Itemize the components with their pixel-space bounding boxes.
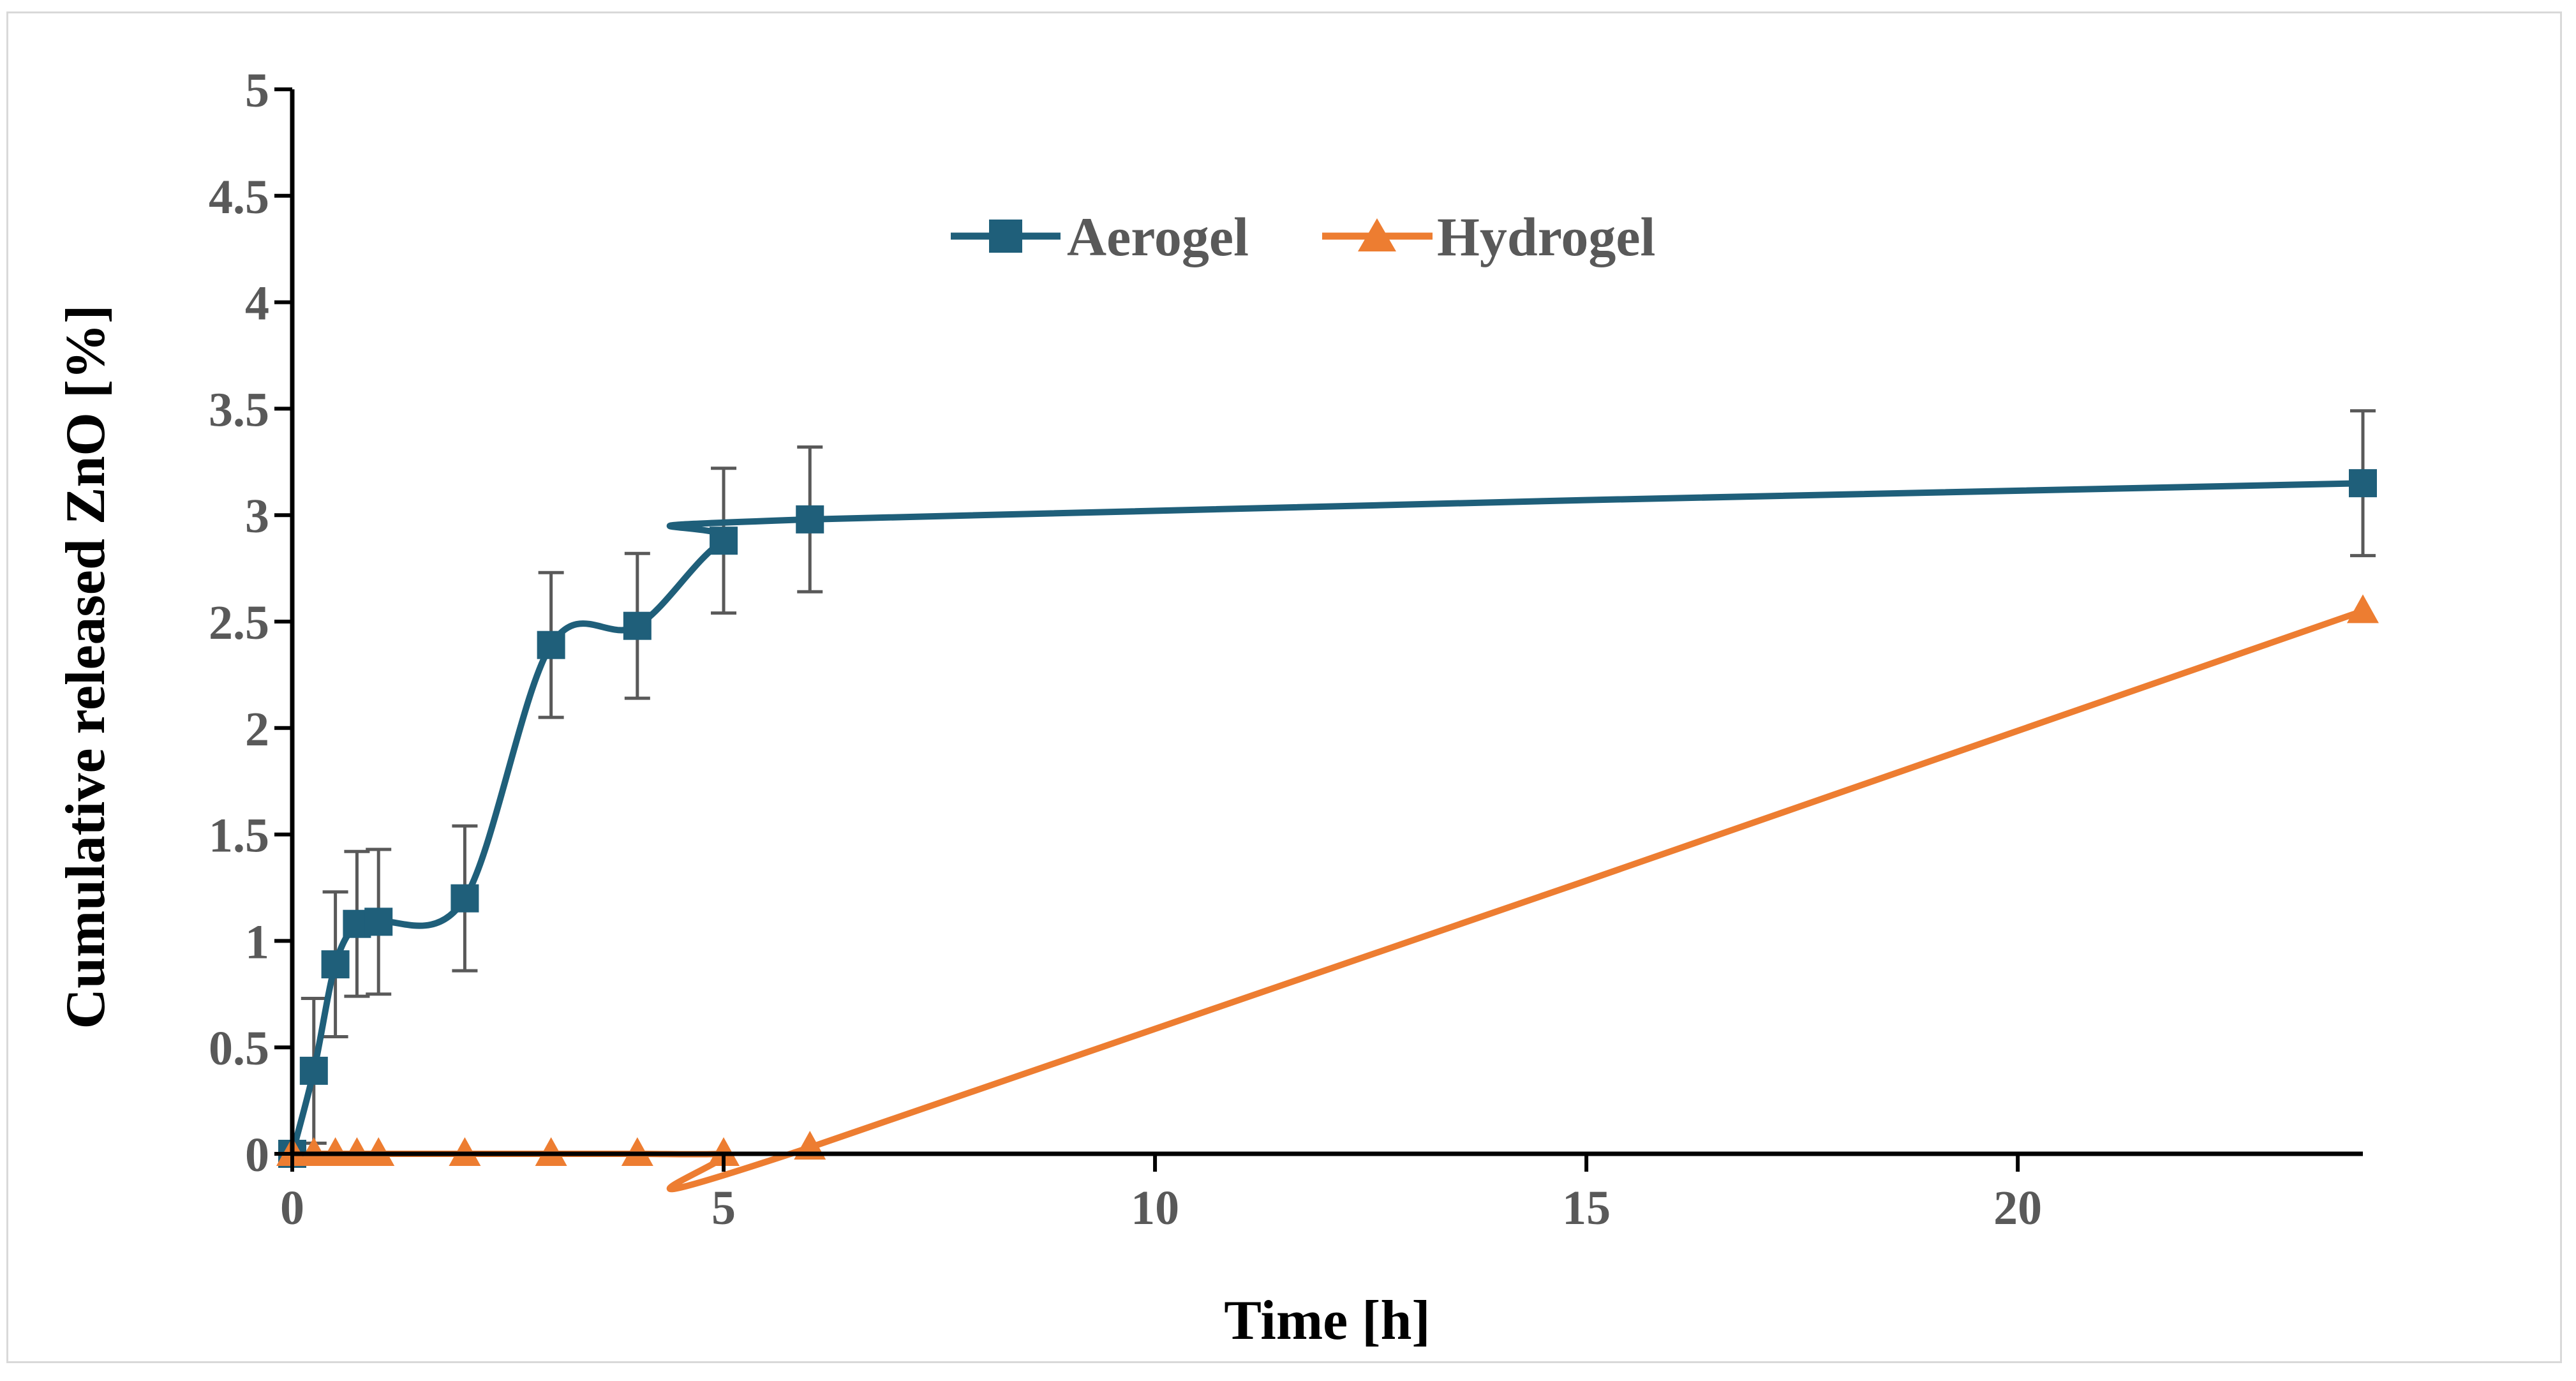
legend-label-aerogel: Aerogel	[1067, 206, 1249, 267]
data-point-aerogel[interactable]	[796, 505, 824, 534]
data-point-aerogel[interactable]	[364, 907, 393, 936]
x-axis-title: Time [h]	[1224, 1290, 1430, 1352]
data-point-aerogel[interactable]	[2349, 469, 2377, 498]
y-tick-label: 3.5	[209, 383, 269, 437]
y-tick-label: 5	[245, 64, 269, 117]
error-bars	[301, 409, 2376, 1145]
x-tick-label: 5	[711, 1181, 736, 1235]
x-axis-ticks: 0 5 10 15 20	[280, 1154, 2042, 1235]
legend-marker-hydrogel	[1358, 218, 1396, 251]
legend-item-hydrogel[interactable]: Hydrogel	[1322, 206, 1655, 267]
y-axis-title: Cumulative released ZnO [%]	[55, 305, 117, 1029]
series-lines	[289, 480, 2364, 1193]
y-tick-label: 4	[245, 277, 269, 331]
y-tick-label: 2.5	[209, 596, 269, 650]
y-tick-label: 0.5	[209, 1022, 269, 1075]
x-tick-label: 15	[1562, 1181, 1611, 1235]
y-tick-label: 1.5	[209, 809, 269, 863]
series-markers	[276, 469, 2379, 1168]
x-tick-label: 0	[280, 1181, 304, 1235]
series-line-aerogel	[289, 480, 2364, 1155]
data-point-aerogel[interactable]	[299, 1056, 328, 1085]
x-tick-label: 20	[1993, 1181, 2042, 1235]
y-tick-label: 3	[245, 489, 269, 543]
y-tick-label: 2	[245, 703, 269, 756]
legend-label-hydrogel: Hydrogel	[1437, 206, 1655, 267]
axes	[290, 89, 2363, 1156]
y-tick-label: 0	[245, 1128, 269, 1182]
data-point-aerogel[interactable]	[537, 631, 565, 659]
data-point-aerogel[interactable]	[710, 526, 738, 555]
y-axis-ticks: 0 0.5 1 1.5 2 2.5 3 3.5 4 4.5 5	[209, 64, 292, 1182]
y-tick-label: 4.5	[209, 170, 269, 224]
legend-item-aerogel[interactable]: Aerogel	[951, 206, 1249, 267]
x-tick-label: 10	[1131, 1181, 1179, 1235]
legend-marker-aerogel	[989, 220, 1022, 253]
y-tick-label: 1	[245, 915, 269, 969]
series-line-hydrogel	[292, 608, 2364, 1193]
data-point-aerogel[interactable]	[450, 884, 479, 913]
data-point-aerogel[interactable]	[623, 611, 651, 640]
data-point-aerogel[interactable]	[321, 950, 350, 979]
legend: Aerogel Hydrogel	[951, 206, 1655, 267]
data-point-hydrogel[interactable]	[2347, 594, 2379, 623]
